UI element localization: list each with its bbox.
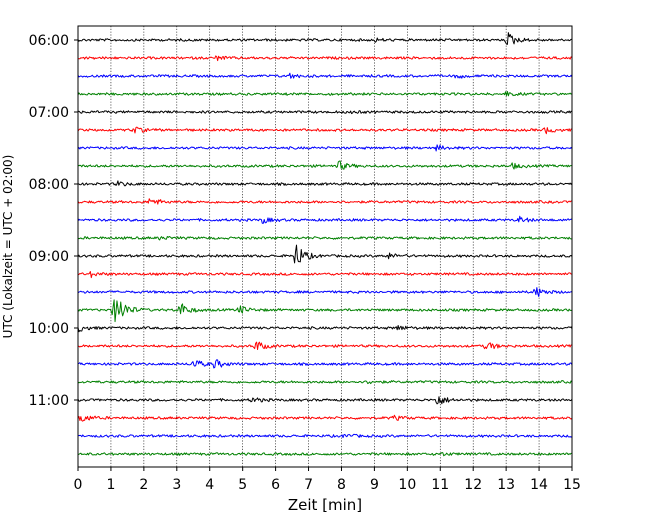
seismogram-trace [77,299,573,323]
y-tick-label: 08:00 [29,177,69,193]
seismogram-traces [77,32,573,457]
x-tick-label: 13 [497,477,515,493]
x-tick-label: 3 [172,477,181,493]
x-tick-label: 6 [271,477,280,493]
seismogram-trace [77,215,573,224]
seismogram-trace [77,396,573,405]
seismogram-trace [77,324,573,333]
seismogram-trace [77,271,573,279]
seismogram-trace [77,55,573,62]
x-tick-label: 10 [398,477,416,493]
x-axis-label: Zeit [min] [288,496,362,514]
x-tick-label: 15 [563,477,581,493]
y-tick-label: 07:00 [29,105,69,121]
seismogram-trace [77,414,573,422]
seismogram-trace [77,126,573,135]
seismogram-trace [77,110,573,115]
seismogram-trace [77,160,573,170]
x-tick-label: 9 [370,477,379,493]
y-tick-label: 10:00 [29,321,69,337]
x-tick-label: 0 [74,477,83,493]
y-axis: 06:00 07:00 08:00 09:00 10:00 11:00 [29,33,78,409]
x-tick-label: 14 [530,477,548,493]
x-axis: 0 1 2 3 4 5 6 7 8 9 10 11 12 13 14 15 [74,467,581,493]
seismogram-trace [77,198,573,205]
seismogram-trace [77,236,573,241]
x-tick-label: 8 [337,477,346,493]
x-tick-label: 1 [106,477,115,493]
y-tick-label: 11:00 [29,393,69,409]
seismogram-trace [77,359,573,369]
seismogram-trace [77,287,573,297]
x-tick-label: 5 [238,477,247,493]
seismogram-trace [77,380,573,385]
y-tick-label: 06:00 [29,33,69,49]
x-tick-label: 7 [304,477,313,493]
seismogram-trace [77,244,573,264]
x-tick-label: 12 [464,477,482,493]
x-grid [110,26,540,467]
seismogram-trace [77,452,573,457]
seismogram-trace [77,90,573,97]
seismogram-trace [77,341,573,351]
x-tick-label: 2 [139,477,148,493]
seismogram-trace [77,144,573,152]
seismogram-trace [77,180,573,187]
plot-frame [77,25,573,468]
seismogram-trace [77,32,573,45]
seismogram-trace [77,72,573,79]
x-tick-label: 4 [205,477,214,493]
seismogram-trace [77,433,573,439]
x-tick-label: 11 [431,477,449,493]
y-axis-label: UTC (Lokalzeit = UTC + 02:00) [1,155,15,339]
y-tick-label: 09:00 [29,249,69,265]
